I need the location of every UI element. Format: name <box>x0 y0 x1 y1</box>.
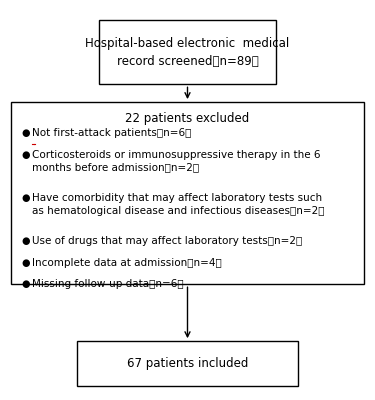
Text: ●: ● <box>21 150 30 160</box>
Text: 22 patients excluded: 22 patients excluded <box>125 112 250 125</box>
Text: ●: ● <box>21 128 30 138</box>
Bar <box>99 20 276 84</box>
Text: Missing follow-up data（n=6）: Missing follow-up data（n=6） <box>32 279 184 289</box>
Text: 67 patients included: 67 patients included <box>127 357 248 370</box>
Text: ●: ● <box>21 236 30 246</box>
Text: Have comorbidity that may affect laboratory tests such
as hematological disease : Have comorbidity that may affect laborat… <box>32 193 325 216</box>
Bar <box>77 341 298 386</box>
Text: Incomplete data at admission（n=4）: Incomplete data at admission（n=4） <box>32 258 222 268</box>
Text: ●: ● <box>21 279 30 289</box>
Text: Not first-attack patients（n=6）: Not first-attack patients（n=6） <box>32 128 192 138</box>
Text: ●: ● <box>21 193 30 203</box>
Text: Hospital-based electronic  medical
record screened（n=89）: Hospital-based electronic medical record… <box>86 36 290 68</box>
Text: ●: ● <box>21 258 30 268</box>
Text: Use of drugs that may affect laboratory tests（n=2）: Use of drugs that may affect laboratory … <box>32 236 303 246</box>
Bar <box>11 102 364 284</box>
Text: Corticosteroids or immunosuppressive therapy in the 6
months before admission（n=: Corticosteroids or immunosuppressive the… <box>32 150 321 173</box>
